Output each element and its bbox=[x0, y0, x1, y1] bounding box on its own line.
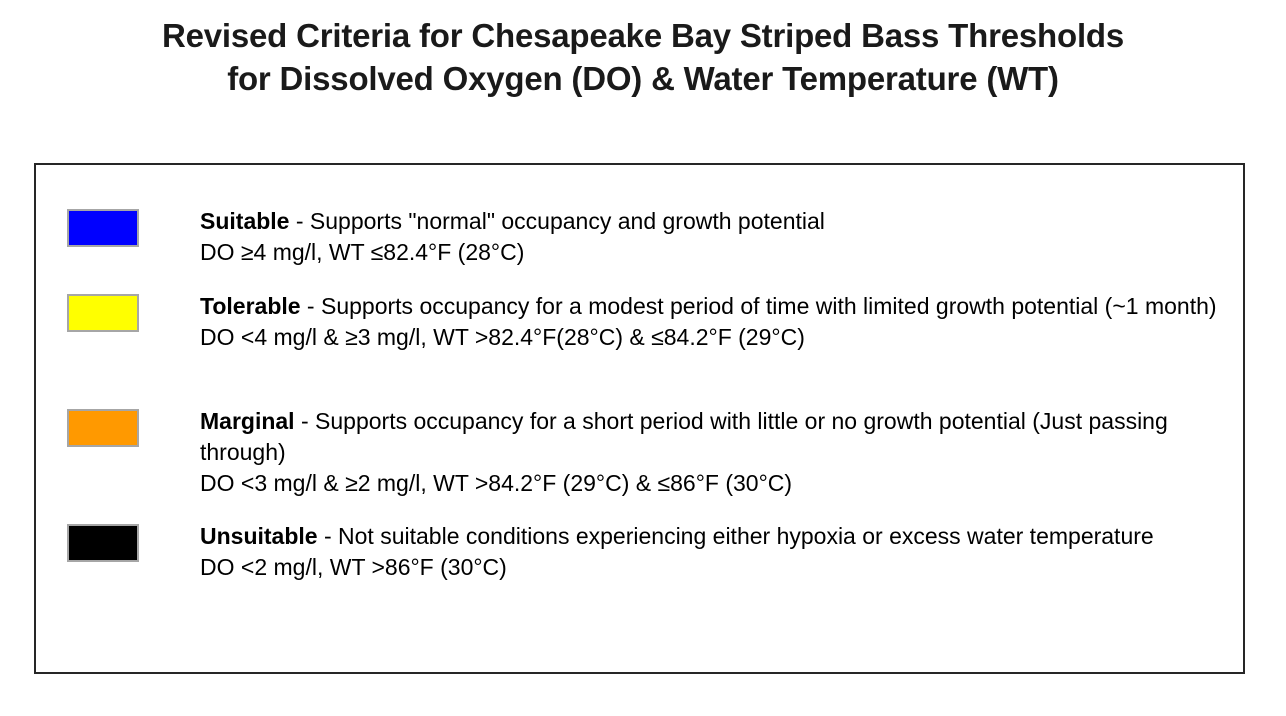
legend-term-tolerable: Tolerable bbox=[200, 293, 301, 319]
legend-separator-tolerable: - bbox=[300, 293, 321, 319]
legend-item-unsuitable: Unsuitable - Not suitable conditions exp… bbox=[67, 521, 1247, 583]
color-swatch-unsuitable bbox=[67, 524, 139, 562]
legend-body-marginal: Marginal - Supports occupancy for a shor… bbox=[200, 406, 1247, 499]
legend-body-unsuitable: Unsuitable - Not suitable conditions exp… bbox=[200, 521, 1247, 583]
legend-description-marginal: Marginal - Supports occupancy for a shor… bbox=[200, 406, 1247, 468]
legend-panel: Suitable - Supports "normal" occupancy a… bbox=[34, 163, 1245, 674]
color-swatch-suitable bbox=[67, 209, 139, 247]
legend-condition-tolerable: DO <4 mg/l & ≥3 mg/l, WT >82.4°F(28°C) &… bbox=[200, 324, 805, 350]
page-title: Revised Criteria for Chesapeake Bay Stri… bbox=[161, 17, 1125, 97]
legend-body-suitable: Suitable - Supports "normal" occupancy a… bbox=[200, 206, 1227, 268]
legend-separator-unsuitable: - bbox=[317, 523, 339, 549]
legend-description-suitable: Suitable - Supports "normal" occupancy a… bbox=[200, 206, 1227, 237]
legend-condition-marginal: DO <3 mg/l & ≥2 mg/l, WT >84.2°F (29°C) … bbox=[200, 470, 793, 496]
legend-term-marginal: Marginal bbox=[200, 408, 295, 434]
legend-desc-text-unsuitable: Not suitable conditions experiencing eit… bbox=[338, 523, 1154, 549]
legend-body-tolerable: Tolerable - Supports occupancy for a mod… bbox=[200, 291, 1247, 353]
legend-item-marginal: Marginal - Supports occupancy for a shor… bbox=[67, 406, 1247, 499]
legend-description-unsuitable: Unsuitable - Not suitable conditions exp… bbox=[200, 521, 1247, 552]
legend-separator-suitable: - bbox=[289, 208, 310, 234]
legend-condition-suitable: DO ≥4 mg/l, WT ≤82.4°F (28°C) bbox=[200, 239, 525, 265]
legend-description-tolerable: Tolerable - Supports occupancy for a mod… bbox=[200, 291, 1247, 322]
color-swatch-tolerable bbox=[67, 294, 139, 332]
legend-item-tolerable: Tolerable - Supports occupancy for a mod… bbox=[67, 291, 1247, 353]
legend-item-suitable: Suitable - Supports "normal" occupancy a… bbox=[67, 206, 1227, 268]
color-swatch-marginal bbox=[67, 409, 139, 447]
legend-term-unsuitable: Unsuitable bbox=[200, 523, 318, 549]
legend-separator-marginal: - bbox=[294, 408, 316, 434]
legend-desc-text-marginal: Supports occupancy for a short period wi… bbox=[200, 408, 1168, 465]
legend-condition-unsuitable: DO <2 mg/l, WT >86°F (30°C) bbox=[200, 554, 507, 580]
legend-term-suitable: Suitable bbox=[200, 208, 290, 234]
legend-desc-text-suitable: Supports "normal" occupancy and growth p… bbox=[309, 208, 825, 234]
legend-desc-text-tolerable: Supports occupancy for a modest period o… bbox=[321, 293, 1217, 319]
